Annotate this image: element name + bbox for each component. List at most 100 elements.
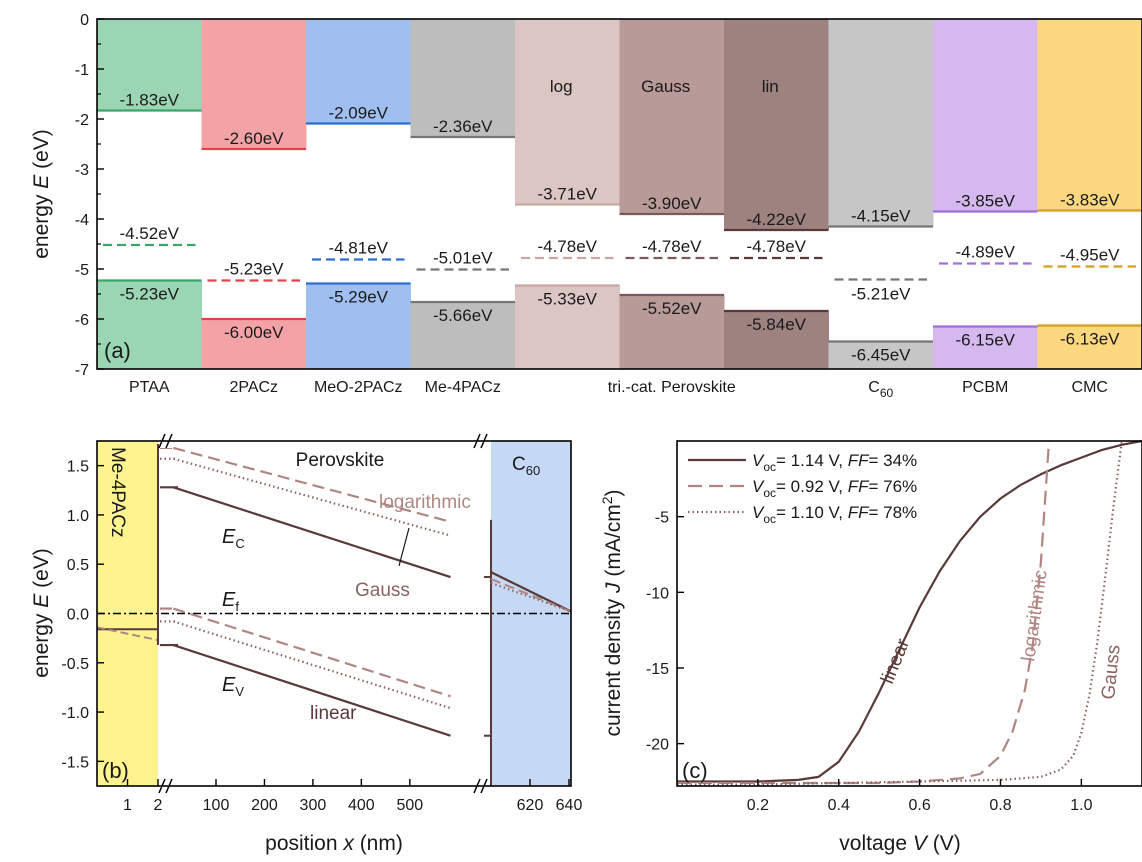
column-2-bottom-label: -5.29eV — [328, 288, 388, 307]
panel-c: 0.2 0.4 0.6 0.8 1.0 -5 -10 -15 -20 Voc= 1.14 V, … — [599, 439, 1142, 855]
legend-oc: oc — [763, 460, 776, 474]
c-xtick-label: 0.6 — [908, 797, 930, 814]
column-1-bottom-label: -6.00eV — [224, 323, 284, 342]
annotation-linear-iv: linear — [877, 635, 914, 687]
iv-curve-linear — [677, 439, 1142, 783]
a-ytick-label: -7 — [75, 362, 89, 379]
b-ytick-label: 0.5 — [67, 557, 89, 574]
panel-c-plot — [677, 439, 1142, 786]
panel-c-xlabel: voltage V (V) — [839, 832, 960, 855]
column-3-affinity-fill — [410, 19, 516, 137]
column-3-mid-label: -5.01eV — [433, 249, 493, 268]
panel-b: 1.5 1.0 0.5 0.0 -0.5 -1.0 -1.5 1 2 100 200 300 400 50… — [30, 433, 582, 855]
panel-b-plot — [96, 433, 572, 794]
legend-v: V — [752, 503, 765, 522]
b-ytick-label: 1.5 — [67, 459, 89, 476]
ec-logarithmic — [173, 446, 451, 523]
legend-v: V — [752, 451, 765, 470]
panel-a-yticks: -7 -6 -5 -4 -3 -2 -1 0 — [75, 12, 104, 379]
panel-c-tag: (c) — [682, 758, 708, 783]
annotation-logarithmic-iv: logarithmic — [1018, 569, 1052, 663]
category-label: PCBM — [962, 379, 1008, 396]
column-9-top-label: -3.83eV — [1060, 191, 1120, 210]
column-5-bottom-label: -5.52eV — [642, 299, 702, 318]
column-4-ionization-fill — [515, 285, 620, 369]
c-ytick-label: -20 — [646, 737, 669, 754]
column-1-top-label: -2.60eV — [224, 129, 284, 148]
a-ytick-label: 0 — [80, 12, 89, 29]
panel-c-frame — [676, 440, 1142, 787]
c-ytick-label: -10 — [646, 585, 669, 602]
column-3-ionization-fill — [410, 302, 516, 369]
legend-ff-label: FF — [848, 477, 870, 496]
perovskite-label: Perovskite — [296, 450, 385, 471]
column-8-bottom-label: -6.15eV — [955, 331, 1015, 350]
column-1-mid-label: -5.23eV — [224, 260, 284, 279]
ec-linear — [173, 486, 451, 579]
legend-entry-logarithmic: Voc= 0.92 V, FF= 76% — [752, 477, 917, 500]
c-xtick-label: 0.8 — [989, 797, 1011, 814]
column-9-ionization-fill — [1037, 325, 1142, 369]
column-9-mid-label: -4.95eV — [1060, 246, 1120, 265]
htl-label: Me-4PACz — [107, 447, 128, 537]
column-5-mid-label: -4.78eV — [642, 237, 702, 256]
htl-ev-logarithmic — [96, 626, 159, 642]
column-2-ionization-fill — [306, 283, 411, 369]
column-8-ionization-fill — [933, 326, 1038, 369]
gauss-pointer — [398, 527, 410, 567]
label-ec: EC — [222, 526, 245, 551]
legend-entry-linear: Voc= 1.14 V, FF= 34% — [752, 451, 917, 474]
b-xtick-label: 300 — [300, 797, 327, 814]
b-ytick-label: -1.5 — [61, 754, 89, 771]
panel-b-xlabel: position x (nm) — [265, 832, 403, 855]
column-9-bottom-label: -6.13eV — [1060, 330, 1120, 349]
column-3-top-label: -2.36eV — [433, 117, 493, 136]
column-4-affinity-fill — [515, 19, 620, 205]
b-xtick-label: 400 — [348, 797, 375, 814]
panel-b-ylabel: energy E (eV) — [30, 548, 53, 678]
column-5-affinity-fill — [619, 19, 725, 214]
panel-c-ylabel: current density J (mA/cm2) — [599, 489, 625, 736]
column-1-ionization-fill — [201, 319, 307, 369]
a-ytick-label: -1 — [75, 62, 89, 79]
panel-a-categories: PTAA 2PACz MeO-2PACz Me-4PACz tri.-cat. Pero… — [129, 379, 1108, 400]
ec-gauss — [173, 457, 451, 537]
legend-ff-label: FF — [848, 503, 870, 522]
legend-ff: = 76% — [869, 477, 918, 496]
panel-a-ylabel: energy E (eV) — [30, 129, 53, 259]
category-label: MeO-2PACz — [314, 379, 403, 396]
column-3-bottom-label: -5.66eV — [433, 306, 493, 325]
column-1-affinity-fill — [201, 19, 307, 149]
a-ytick-label: -3 — [75, 162, 89, 179]
column-5-name: Gauss — [641, 77, 690, 96]
column-7-mid-label: -5.21eV — [851, 285, 911, 304]
column-4-top-label: -3.71eV — [537, 185, 597, 204]
etl-ec-gauss — [490, 582, 572, 613]
c-xtick-label: 0.4 — [828, 797, 850, 814]
legend-oc: oc — [763, 486, 776, 500]
panel-a-tag: (a) — [104, 338, 131, 363]
a-ytick-label: -5 — [75, 262, 89, 279]
category-label: C60 — [868, 379, 893, 400]
label-ev: EV — [222, 674, 244, 699]
panel-b-ticks: 1.5 1.0 0.5 0.0 -0.5 -1.0 -1.5 1 2 100 200 300 400 50… — [61, 459, 582, 814]
b-xtick-label: 500 — [396, 797, 423, 814]
column-7-top-label: -4.15eV — [851, 207, 911, 226]
panel-a-columns: -1.83eV -5.23eV -4.52eV -2.60eV -6.00eV -5.23… — [97, 19, 1142, 369]
legend-voc: = 1.14 V, — [776, 451, 848, 470]
column-7-ionization-fill — [828, 341, 934, 369]
column-4-bottom-label: -5.33eV — [537, 290, 597, 309]
column-5-top-label: -3.90eV — [642, 194, 702, 213]
column-6-affinity-fill — [724, 19, 829, 230]
annotation-logarithmic: logarithmic — [379, 492, 471, 513]
b-xtick-label: 2 — [154, 797, 163, 814]
column-4-name: log — [550, 77, 573, 96]
b-ytick-label: -0.5 — [61, 656, 89, 673]
column-8-mid-label: -4.89eV — [955, 243, 1015, 262]
column-9-affinity-fill — [1037, 19, 1142, 211]
ev-logarithmic — [173, 607, 451, 698]
legend-voc: = 0.92 V, — [776, 477, 848, 496]
legend-ff-label: FF — [848, 451, 870, 470]
legend-v: V — [752, 477, 765, 496]
